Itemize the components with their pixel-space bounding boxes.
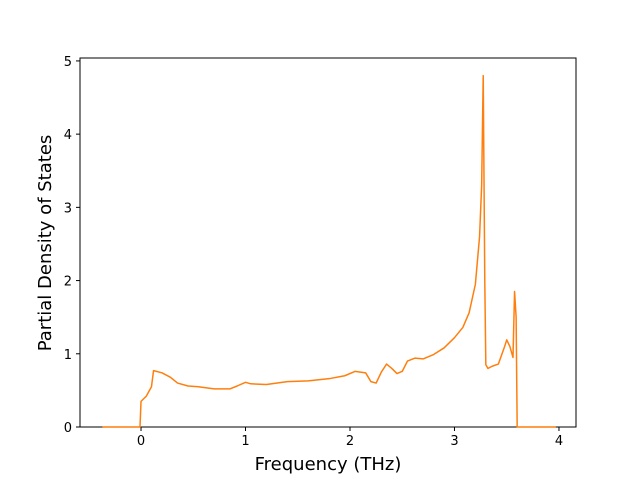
y-tick-label: 4 xyxy=(64,128,72,143)
y-tick-label: 3 xyxy=(64,201,72,216)
x-tick-label: 4 xyxy=(555,434,563,449)
plot-frame xyxy=(79,57,577,428)
y-tick-label: 5 xyxy=(64,55,72,70)
x-tick-label: 3 xyxy=(450,434,458,449)
x-tick-label: 2 xyxy=(346,434,354,449)
y-axis-label: Partial Density of States xyxy=(35,135,56,352)
y-tick-label: 0 xyxy=(64,421,72,436)
y-tick-label: 2 xyxy=(64,275,72,290)
x-tick-label: 0 xyxy=(137,434,145,449)
line-series xyxy=(102,74,556,428)
x-axis-label: Frequency (THz) xyxy=(255,454,402,475)
y-tick-label: 1 xyxy=(64,348,72,363)
x-tick-label: 1 xyxy=(241,434,249,449)
